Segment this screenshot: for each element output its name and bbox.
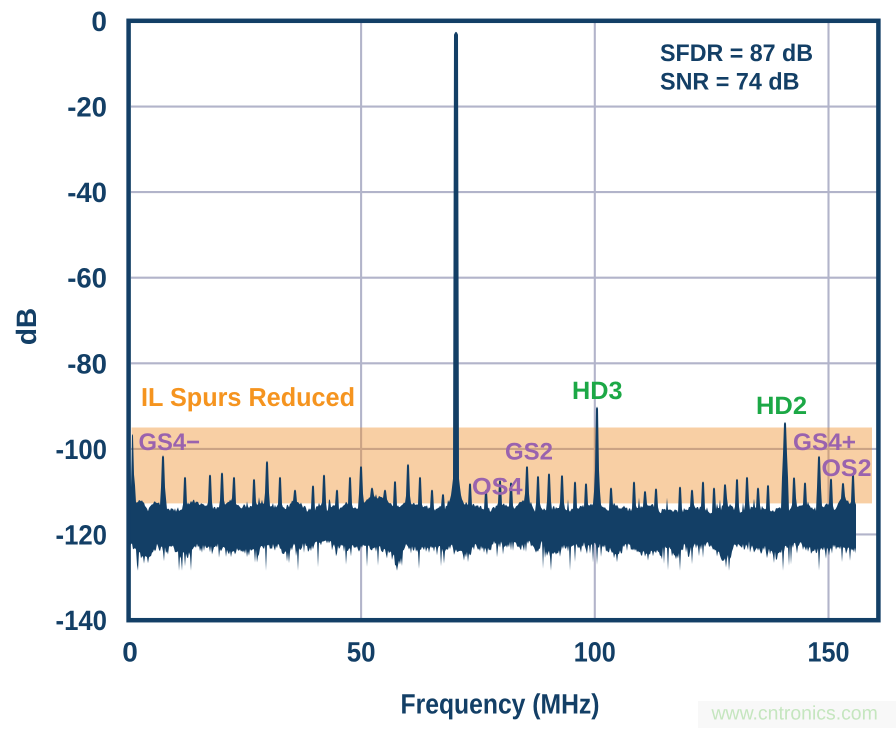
svg-text:-60: -60 [67,263,107,294]
svg-text:OS2: OS2 [822,455,872,482]
svg-text:SFDR = 87 dB: SFDR = 87 dB [660,40,813,67]
svg-text:Frequency (MHz): Frequency (MHz) [401,689,600,720]
svg-text:OS4: OS4 [472,474,523,501]
svg-text:HD3: HD3 [572,377,623,405]
svg-text:-120: -120 [56,519,108,550]
svg-text:GS2: GS2 [505,439,553,466]
svg-text:150: 150 [808,637,850,668]
svg-text:dB: dB [11,308,42,345]
svg-text:HD2: HD2 [756,392,807,420]
svg-text:GS4+: GS4+ [793,429,856,456]
svg-text:0: 0 [122,637,138,668]
svg-text:-20: -20 [67,92,107,123]
svg-text:www.cntronics.com: www.cntronics.com [711,702,878,724]
svg-text:-140: -140 [56,605,108,636]
svg-text:GS4−: GS4− [139,429,201,456]
svg-text:100: 100 [574,637,616,668]
svg-text:-100: -100 [56,434,108,465]
svg-text:50: 50 [347,637,376,668]
svg-text:SNR = 74 dB: SNR = 74 dB [660,69,800,96]
svg-text:0: 0 [91,6,107,37]
svg-text:-80: -80 [67,348,107,379]
svg-text:-40: -40 [67,177,107,208]
svg-text:IL Spurs Reduced: IL Spurs Reduced [141,382,355,412]
